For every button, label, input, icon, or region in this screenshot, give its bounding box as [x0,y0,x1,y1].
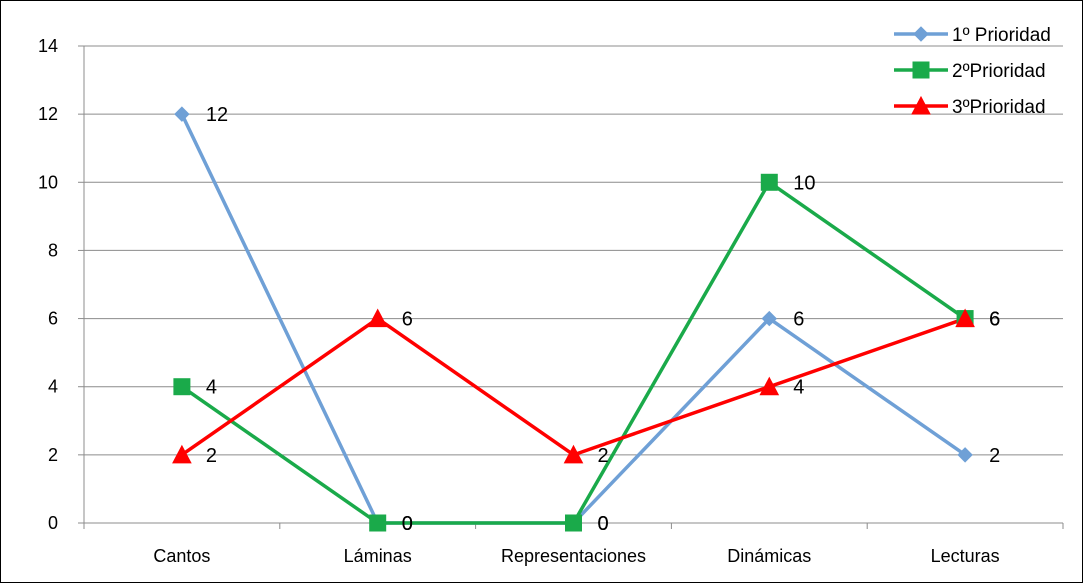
data-label-2-prioridad-laminas: 0 [402,513,413,535]
legend-marker-3-prioridad [911,95,931,115]
data-point-2-prioridad-laminas [369,514,387,532]
legend-entry-3-prioridad: 3ºPrioridad [894,95,1046,118]
legend: 1º Prioridad 2ºPrioridad 3ºPrioridad [894,25,1051,118]
x-tick-label-laminas: Láminas [344,546,412,566]
data-point-2-prioridad-representaciones [565,514,582,532]
legend-marker-1-prioridad [913,26,929,42]
x-tick-label-representaciones: Representaciones [501,546,646,566]
y-tick-label: 6 [48,309,58,329]
data-label-3-prioridad-representaciones: 2 [598,445,609,467]
data-label-2-prioridad-cantos: 4 [206,377,217,399]
data-point-3-prioridad-cantos [172,444,192,464]
legend-marker-2-prioridad [912,61,930,79]
y-tick-label: 4 [48,377,58,397]
y-tick-label: 0 [48,513,58,533]
series-line-2-prioridad [180,180,967,525]
x-tick-label-lecturas: Lecturas [931,546,1000,566]
data-label-3-prioridad-cantos: 2 [206,445,217,467]
x-tick-label-cantos: Cantos [153,546,210,566]
data-label-1-prioridad-lecturas: 2 [989,445,1000,467]
data-point-3-prioridad-dinamicas [759,376,780,396]
data-label-2-prioridad-dinamicas: 10 [793,172,815,194]
y-tick-label: 2 [48,445,58,465]
y-tick-label: 14 [38,36,58,56]
legend-entry-2-prioridad: 2ºPrioridad [894,61,1046,82]
data-point-1-prioridad-cantos [174,106,190,122]
series-markers [172,106,975,532]
legend-label-3-prioridad: 3ºPrioridad [952,97,1046,118]
data-label-2-prioridad-representaciones: 0 [598,513,609,535]
data-point-3-prioridad-laminas [367,308,388,328]
data-label-2-prioridad-lecturas: 6 [989,309,1000,331]
x-tick-labels: Cantos Láminas Representaciones Dinámicas Le… [153,546,999,566]
data-point-3-prioridad-representaciones [563,444,584,464]
legend-label-1-prioridad: 1º Prioridad [952,25,1051,46]
data-point-2-prioridad-cantos [173,378,191,396]
y-tick-label: 10 [38,172,58,192]
y-tick-labels: 0 2 4 6 8 10 12 14 [38,36,58,533]
legend-entry-1-prioridad: 1º Prioridad [894,25,1051,46]
x-tick-label-dinamicas: Dinámicas [727,546,811,566]
data-point-1-prioridad-lecturas [957,447,973,463]
data-label-1-prioridad-laminas: 0 [402,513,413,535]
data-label-3-prioridad-dinamicas: 4 [793,377,804,399]
data-label-3-prioridad-lecturas: 6 [989,309,1000,331]
legend-label-2-prioridad: 2ºPrioridad [952,61,1046,82]
y-tick-label: 8 [48,240,58,260]
y-tick-label: 12 [38,104,58,124]
data-point-2-prioridad-dinamicas [760,173,778,191]
data-label-1-prioridad-representaciones: 0 [598,513,609,535]
data-label-3-prioridad-laminas: 6 [402,309,413,331]
data-point-3-prioridad-lecturas [955,308,975,328]
data-label-1-prioridad-dinamicas: 6 [793,309,804,331]
data-point-1-prioridad-dinamicas [761,310,778,327]
data-label-1-prioridad-cantos: 12 [206,104,228,126]
